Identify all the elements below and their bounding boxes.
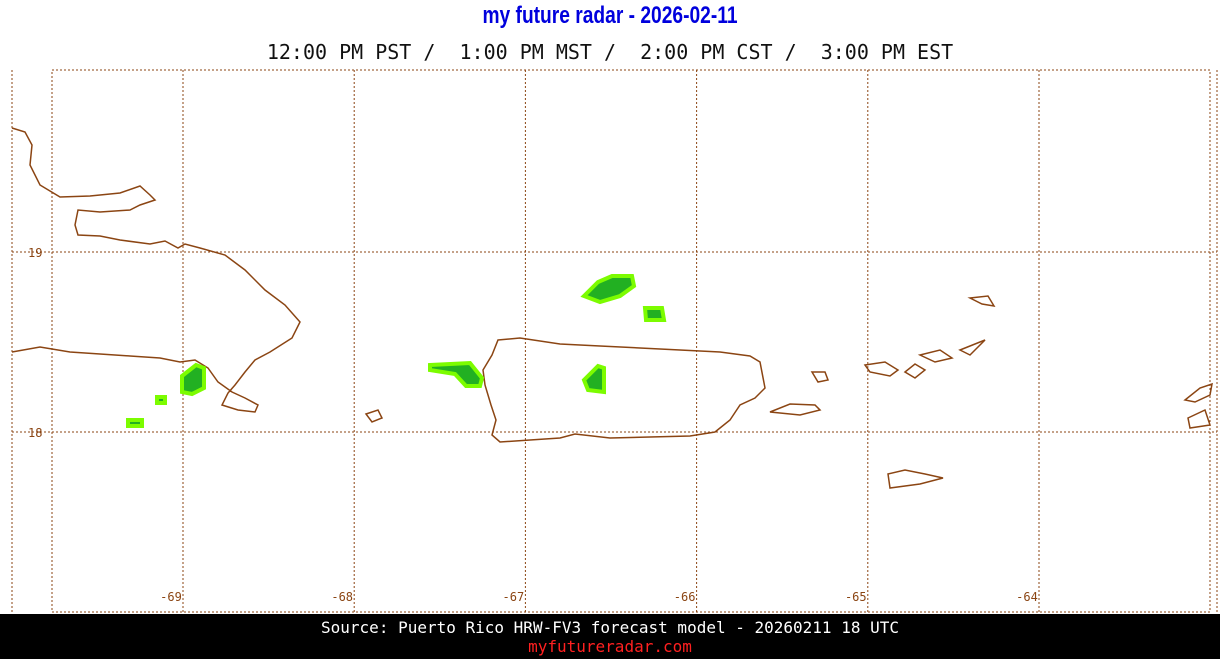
- coastline: [769, 403, 822, 416]
- coastline: [810, 371, 830, 383]
- map-frame: [51, 69, 1211, 613]
- source: Source: Puerto Rico HRW-FV3 forecast mod…: [321, 618, 899, 637]
- coastline: [364, 409, 384, 423]
- coastline: [903, 339, 986, 379]
- coastline: [1183, 382, 1213, 429]
- subtitle: 12:00 PM PST / 1:00 PM MST / 2:00 PM CST…: [266, 40, 954, 64]
- coastline: [863, 361, 900, 377]
- rain-cell: [428, 360, 485, 388]
- graticule: -69 -68 -67 -66 -65 -64 19 18: [12, 70, 1217, 612]
- site-link[interactable]: myfutureradar.com: [528, 637, 692, 656]
- lon-label: -66: [674, 590, 696, 604]
- rain-cell: [126, 418, 144, 428]
- footer: Source: Puerto Rico HRW-FV3 forecast mod…: [0, 614, 1220, 659]
- coastline: [967, 295, 996, 308]
- lat-label: 18: [28, 426, 42, 440]
- map: -69 -68 -67 -66 -65 -64 19 18: [11, 69, 1218, 613]
- rain-cell: [642, 306, 667, 322]
- coastlines: [11, 127, 1213, 489]
- lon-label: -65: [845, 590, 867, 604]
- rain-cell: [580, 274, 637, 305]
- coastline: [482, 337, 766, 443]
- rain-cell: [155, 395, 167, 405]
- coastline: [11, 127, 301, 413]
- title: my future radar - 2026-02-11: [482, 2, 738, 29]
- lon-label: -69: [160, 590, 182, 604]
- lon-label: -67: [503, 590, 525, 604]
- rain-cell: [180, 362, 206, 397]
- lon-label: -64: [1016, 590, 1038, 604]
- lat-label: 19: [28, 246, 42, 260]
- coastline: [887, 469, 944, 489]
- lon-label: -68: [331, 590, 353, 604]
- rain-cell: [581, 363, 606, 395]
- precipitation: [126, 274, 667, 428]
